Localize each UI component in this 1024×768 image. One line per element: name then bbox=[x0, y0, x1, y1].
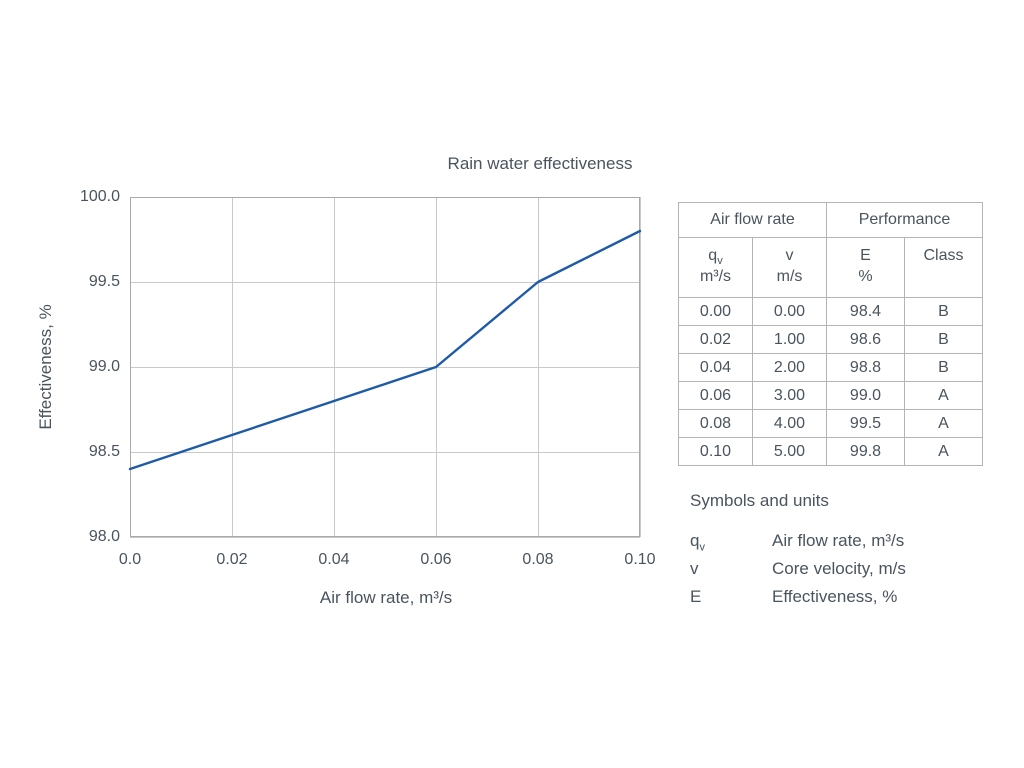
symbol-v: v bbox=[690, 559, 699, 578]
cell-qv: 0.06 bbox=[678, 381, 753, 410]
cell-v: 3.00 bbox=[752, 381, 827, 410]
table-row: 0.04 2.00 98.8 B bbox=[678, 353, 983, 382]
effectiveness-line bbox=[128, 229, 642, 471]
y-tick-label: 98.5 bbox=[88, 443, 120, 460]
cell-v: 0.00 bbox=[752, 297, 827, 326]
x-tick-label: 0.0 bbox=[118, 551, 142, 568]
table-row: 0.00 0.00 98.4 B bbox=[678, 297, 983, 326]
cell-e: 99.5 bbox=[826, 409, 905, 438]
cell-v: 4.00 bbox=[752, 409, 827, 438]
cell-class: B bbox=[904, 297, 983, 326]
x-tick-label: 0.02 bbox=[216, 551, 248, 568]
cell-class: A bbox=[904, 381, 983, 410]
cell-e: 98.4 bbox=[826, 297, 905, 326]
cell-v: 1.00 bbox=[752, 325, 827, 354]
grid-lines bbox=[130, 197, 641, 538]
plot-area bbox=[128, 197, 642, 538]
table-row: 0.06 3.00 99.0 A bbox=[678, 381, 983, 410]
table-group-performance: Performance bbox=[826, 202, 983, 238]
table-subheader-row: qv m³/s v m/s E % Class bbox=[678, 237, 983, 298]
symbol-description: Air flow rate, m³/s bbox=[772, 531, 905, 550]
cell-v: 5.00 bbox=[752, 437, 827, 466]
y-tick-label: 99.5 bbox=[88, 273, 120, 290]
cell-class: B bbox=[904, 325, 983, 354]
col-header-e: E % bbox=[826, 237, 905, 298]
cell-e: 98.8 bbox=[826, 353, 905, 382]
symbol-description: Effectiveness, % bbox=[772, 587, 898, 606]
cell-e: 98.6 bbox=[826, 325, 905, 354]
cell-qv: 0.08 bbox=[678, 409, 753, 438]
table-group-header-row: Air flow rate Performance bbox=[678, 202, 983, 238]
table-group-airflow: Air flow rate bbox=[678, 202, 827, 238]
x-axis-label: Air flow rate, m³/s bbox=[319, 588, 453, 607]
cell-class: B bbox=[904, 353, 983, 382]
x-tick-label: 0.04 bbox=[318, 551, 350, 568]
y-tick-label: 100.0 bbox=[79, 188, 120, 205]
symbol-e: E bbox=[690, 587, 702, 606]
symbol-qv: qv bbox=[690, 531, 705, 554]
cell-class: A bbox=[904, 437, 983, 466]
table-row: 0.02 1.00 98.6 B bbox=[678, 325, 983, 354]
cell-e: 99.0 bbox=[826, 381, 905, 410]
chart-title: Rain water effectiveness bbox=[447, 154, 633, 173]
y-tick-label: 98.0 bbox=[88, 528, 120, 545]
col-header-qv: qv m³/s bbox=[678, 237, 753, 298]
performance-table: Air flow rate Performance qv m³/s v m/s … bbox=[678, 202, 983, 466]
symbol-description: Core velocity, m/s bbox=[772, 559, 906, 578]
cell-qv: 0.04 bbox=[678, 353, 753, 382]
x-tick-label: 0.10 bbox=[624, 551, 656, 568]
symbols-heading: Symbols and units bbox=[690, 491, 829, 510]
col-header-v: v m/s bbox=[752, 237, 827, 298]
plot-border bbox=[130, 197, 640, 537]
cell-qv: 0.00 bbox=[678, 297, 753, 326]
y-tick-label: 99.0 bbox=[88, 358, 120, 375]
cell-qv: 0.02 bbox=[678, 325, 753, 354]
y-axis-label: Effectiveness, % bbox=[36, 304, 55, 430]
table-row: 0.08 4.00 99.5 A bbox=[678, 409, 983, 438]
table-row: 0.10 5.00 99.8 A bbox=[678, 437, 983, 466]
x-tick-label: 0.08 bbox=[522, 551, 554, 568]
col-header-class: Class bbox=[904, 237, 983, 298]
cell-class: A bbox=[904, 409, 983, 438]
cell-v: 2.00 bbox=[752, 353, 827, 382]
cell-e: 99.8 bbox=[826, 437, 905, 466]
x-tick-label: 0.06 bbox=[420, 551, 452, 568]
cell-qv: 0.10 bbox=[678, 437, 753, 466]
